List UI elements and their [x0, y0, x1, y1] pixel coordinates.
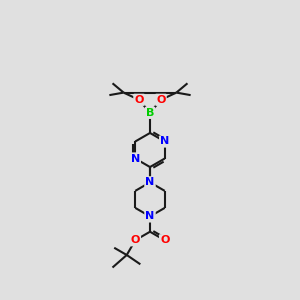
- Text: N: N: [146, 177, 154, 188]
- Text: N: N: [160, 136, 170, 146]
- Text: B: B: [146, 108, 154, 118]
- Text: O: O: [156, 95, 166, 105]
- Text: O: O: [134, 95, 144, 105]
- Text: O: O: [160, 235, 170, 245]
- Text: N: N: [146, 212, 154, 221]
- Text: O: O: [130, 235, 140, 245]
- Text: N: N: [130, 154, 140, 164]
